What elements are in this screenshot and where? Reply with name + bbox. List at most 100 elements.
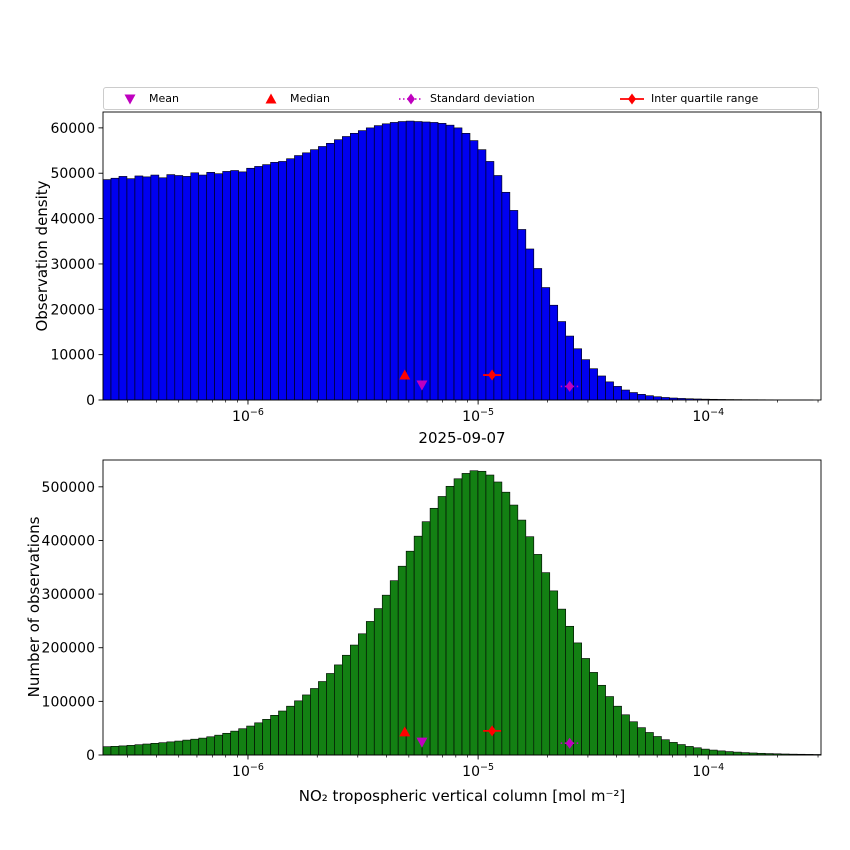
histogram-bar [477, 149, 487, 401]
histogram-bar [310, 149, 319, 401]
histogram-bar [461, 473, 471, 756]
histogram-bar [724, 751, 734, 756]
histogram-bar [174, 740, 184, 756]
y-tick-label: 30000 [50, 257, 95, 273]
histogram-bar [350, 133, 359, 401]
histogram-bar [389, 122, 399, 401]
x-tick-label: 10−5 [462, 762, 494, 780]
histogram-bar [685, 746, 694, 756]
iqr-marker [488, 725, 497, 737]
legend-label-median: Median [290, 92, 331, 105]
histogram-bar [373, 608, 383, 756]
histogram-bar [541, 287, 551, 401]
marker-iqr [483, 725, 502, 737]
histogram-bar [573, 642, 582, 756]
marker-std [560, 380, 579, 392]
histogram-bar [134, 175, 144, 401]
histogram-bar [509, 210, 519, 401]
histogram-bar [342, 654, 351, 756]
median-marker-group [265, 93, 277, 103]
x-tick-label: 10−6 [232, 762, 264, 780]
histogram-bar [413, 121, 423, 401]
histogram-bar [142, 176, 152, 401]
histogram-bar [397, 565, 407, 756]
histogram-bar [589, 368, 598, 401]
legend-item-standard-deviation[interactable]: Standard deviation [397, 88, 535, 109]
subplot-top-histogram: 0 10000 20000 30000 40000 50000 60000 10−6 10−5 1… [50, 111, 822, 425]
histogram-bar [318, 146, 327, 401]
legend-item-mean[interactable]: Mean [116, 88, 179, 109]
histogram-bar [102, 179, 112, 401]
y-tick-label: 100000 [42, 694, 95, 710]
histogram-bar [557, 608, 567, 756]
histogram-bar [302, 694, 311, 756]
histogram-bar [102, 746, 112, 756]
inter-quartile-range-legend-marker-icon [620, 93, 644, 104]
histogram-bar [469, 470, 479, 756]
x-tick-label: 10−6 [232, 407, 264, 425]
histogram-bar [437, 123, 447, 401]
top-ylabel: Observation density [33, 180, 51, 332]
mean-marker [416, 737, 428, 748]
histogram-bar [302, 152, 311, 401]
histogram-bar [214, 173, 223, 401]
histogram-bar [318, 681, 327, 756]
histogram-bar [190, 172, 200, 401]
mean-legend-marker-icon [124, 94, 136, 104]
legend-item-median[interactable]: Median [257, 88, 330, 109]
histogram-bar [533, 554, 543, 756]
histogram-bar [597, 375, 606, 401]
histogram-bar [246, 725, 255, 756]
histogram-bar [365, 127, 375, 401]
legend-item-inter-quartile-range[interactable]: Inter quartile range [618, 88, 758, 109]
standard-deviation-legend-marker-icon [399, 93, 423, 104]
histogram-bar [134, 744, 144, 756]
histogram-bar [597, 684, 606, 756]
axes-frame [102, 459, 822, 756]
histogram-bar [501, 191, 511, 401]
marker-mean [416, 737, 428, 748]
y-tick-label: 400000 [42, 533, 95, 549]
histogram-bar [326, 673, 335, 756]
histogram-bar [397, 121, 407, 401]
histogram-bar [262, 719, 271, 756]
histogram-bar [645, 395, 654, 401]
histogram-bar [541, 572, 551, 756]
histogram-bar [453, 478, 463, 756]
inter-quartile-range-marker-group [620, 93, 644, 104]
y-tick-label: 0 [86, 748, 95, 764]
mean-marker [416, 380, 428, 391]
histogram-bar [166, 741, 176, 756]
histogram-bar [278, 161, 287, 401]
histogram-bar [493, 481, 503, 756]
x-tick-label: 10−4 [692, 762, 724, 780]
histogram-bar [262, 164, 271, 401]
histogram-bar [653, 396, 662, 401]
histogram-bar [110, 746, 120, 756]
bottom-ylabel: Number of observations [25, 516, 43, 698]
histogram-bar [326, 142, 335, 401]
histogram-bar [286, 158, 295, 401]
histogram-bar [645, 732, 654, 756]
histogram-bar [581, 658, 590, 756]
histogram-bar [118, 176, 128, 401]
histogram-bar [270, 715, 279, 756]
histogram-bar [653, 736, 662, 756]
histogram-bar [533, 268, 543, 401]
histogram-bar [605, 696, 614, 756]
histogram-bar [206, 736, 215, 756]
histogram-bar [365, 621, 375, 756]
histogram-bar [525, 536, 535, 756]
y-tick-label: 20000 [50, 302, 95, 318]
median-legend-glyph [265, 93, 277, 103]
histogram-bar [525, 248, 535, 401]
histogram-bar [429, 507, 439, 756]
histogram-bar [669, 742, 678, 756]
histogram-bar [573, 348, 582, 401]
histogram-bar [509, 504, 519, 756]
histogram-bar [581, 359, 590, 401]
y-tick-label: 50000 [50, 166, 95, 182]
y-tick-label: 500000 [42, 480, 95, 496]
mean-legend-glyph [124, 94, 136, 104]
